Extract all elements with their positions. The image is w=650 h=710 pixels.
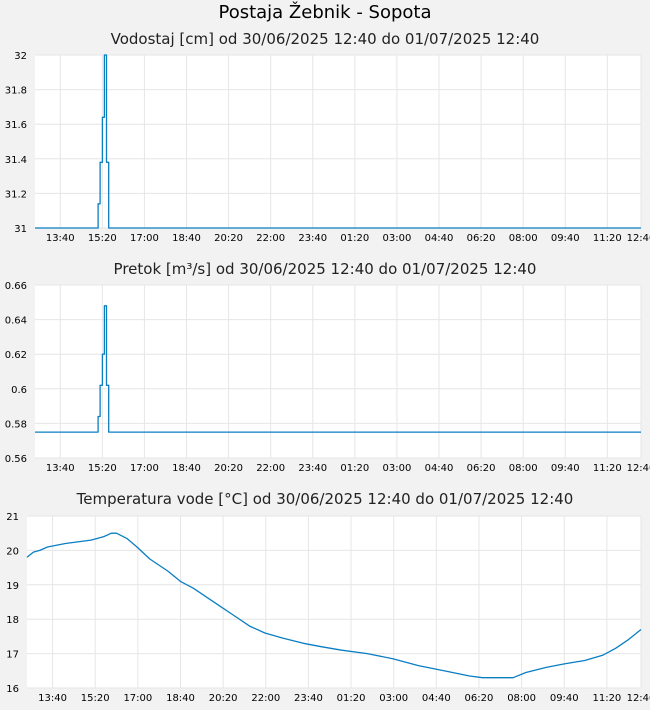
plot-area [35, 55, 641, 228]
x-tick-label: 09:40 [551, 233, 580, 244]
y-tick-label: 20 [6, 546, 19, 557]
series-line [35, 54, 641, 229]
x-tick-label: 03:00 [383, 233, 412, 244]
x-tick-label: 15:20 [88, 233, 117, 244]
x-tick-label: 17:00 [130, 463, 159, 474]
x-tick-label: 11:20 [592, 693, 621, 704]
x-tick-label: 01:20 [340, 233, 369, 244]
water-temperature-chart-title: Temperatura vode [°C] od 30/06/2025 12:4… [76, 490, 574, 508]
x-tick-label: 17:00 [123, 693, 152, 704]
x-tick-label: 03:00 [383, 463, 412, 474]
y-tick-label: 21 [6, 512, 19, 523]
x-tick-label: 13:40 [46, 463, 75, 474]
series-line [35, 305, 641, 433]
x-tick-label: 15:20 [81, 693, 110, 704]
y-tick-label: 0.58 [5, 419, 27, 430]
x-tick-label: 23:40 [294, 693, 323, 704]
series-line [26, 532, 642, 679]
x-tick-label: 12:40 [627, 693, 650, 704]
x-tick-label: 23:40 [298, 463, 327, 474]
x-tick-label: 22:00 [251, 693, 280, 704]
x-tick-label: 06:20 [467, 233, 496, 244]
x-tick-label: 01:20 [340, 463, 369, 474]
y-tick-label: 32 [14, 51, 27, 62]
plot-area [35, 285, 641, 458]
x-tick-label: 15:20 [88, 463, 117, 474]
x-tick-label: 08:00 [507, 693, 536, 704]
x-tick-label: 04:40 [425, 233, 454, 244]
y-tick-label: 31.2 [5, 189, 27, 200]
x-tick-label: 22:00 [256, 233, 285, 244]
x-tick-label: 01:20 [337, 693, 366, 704]
y-tick-label: 0.62 [5, 350, 27, 361]
y-tick-label: 16 [6, 684, 19, 695]
x-tick-label: 20:20 [209, 693, 238, 704]
y-tick-label: 31 [14, 224, 27, 235]
discharge-chart-title: Pretok [m³/s] od 30/06/2025 12:40 do 01/… [113, 260, 537, 278]
x-tick-label: 06:20 [467, 463, 496, 474]
x-tick-label: 18:40 [172, 463, 201, 474]
water-level-chart-title: Vodostaj [cm] od 30/06/2025 12:40 do 01/… [110, 30, 540, 48]
plot-area [27, 516, 641, 688]
x-tick-label: 03:00 [379, 693, 408, 704]
x-tick-label: 13:40 [38, 693, 67, 704]
water-temperature-chart: 16 17 18 19 20 21 13:40 15:20 17:00 18:40 20:20 22:… [6, 512, 650, 704]
x-tick-label: 20:20 [214, 233, 243, 244]
y-tick-label: 17 [6, 650, 19, 661]
y-tick-label: 31.6 [5, 120, 27, 131]
x-tick-label: 08:00 [509, 463, 538, 474]
x-tick-label: 11:20 [593, 463, 622, 474]
x-tick-label: 12:40 [627, 463, 650, 474]
x-tick-label: 12:40 [627, 233, 650, 244]
x-tick-label: 09:40 [551, 463, 580, 474]
x-tick-label: 18:40 [166, 693, 195, 704]
x-tick-label: 18:40 [172, 233, 201, 244]
y-tick-label: 18 [6, 615, 19, 626]
x-tick-label: 22:00 [256, 463, 285, 474]
discharge-chart: 0.56 0.58 0.6 0.62 0.64 0.66 13:40 15:20 17:00 18… [5, 281, 650, 474]
x-tick-label: 13:40 [46, 233, 75, 244]
y-tick-label: 0.64 [5, 316, 27, 327]
y-tick-label: 19 [6, 581, 19, 592]
x-tick-label: 04:40 [422, 693, 451, 704]
y-tick-label: 31.8 [5, 86, 27, 97]
x-tick-label: 23:40 [298, 233, 327, 244]
x-tick-label: 09:40 [550, 693, 579, 704]
water-level-chart: 31 31.2 31.4 31.6 31.8 32 13:40 15:20 17:00 18:40… [5, 51, 650, 244]
y-tick-label: 0.56 [5, 454, 27, 465]
y-tick-label: 0.66 [5, 281, 27, 292]
y-tick-label: 0.6 [11, 385, 27, 396]
x-tick-label: 04:40 [425, 463, 454, 474]
x-tick-label: 11:20 [593, 233, 622, 244]
x-tick-label: 08:00 [509, 233, 538, 244]
x-tick-label: 06:20 [465, 693, 494, 704]
y-tick-label: 31.4 [5, 155, 27, 166]
page-title: Postaja Žebnik - Sopota [218, 2, 432, 23]
x-tick-label: 17:00 [130, 233, 159, 244]
x-tick-label: 20:20 [214, 463, 243, 474]
